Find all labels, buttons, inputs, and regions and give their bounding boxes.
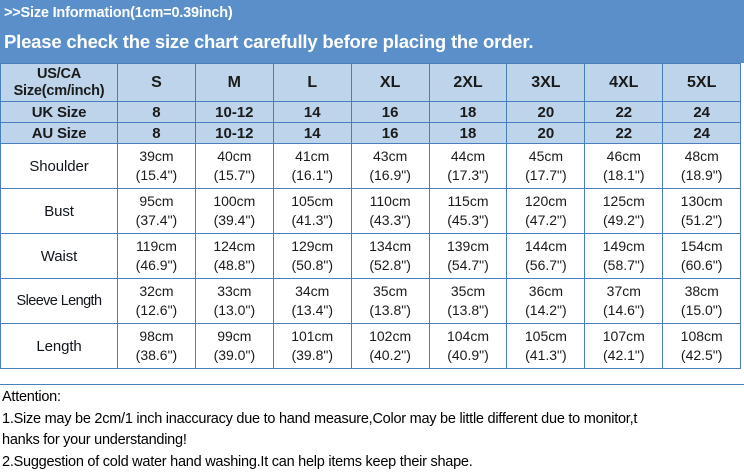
header-label-usca-line2: Size(cm/inch) [13, 82, 105, 99]
length-l: 101cm (39.8") [272, 323, 352, 369]
table-header-row-au: AU Size 8 10-12 14 16 18 20 22 24 [0, 122, 742, 144]
au-size-xl: 16 [350, 122, 430, 144]
uk-size-5xl: 24 [662, 101, 742, 123]
header-size-s: S [117, 63, 196, 102]
bust-xl: 110cm (43.3") [350, 188, 430, 234]
shoulder-4xl: 46cm (18.1") [584, 143, 664, 189]
table-header-row-usca: US/CA Size(cm/inch) S M L XL 2XL 3XL 4XL… [0, 63, 742, 102]
table-row-length: Length 98cm (38.6") 99cm (39.0") 101cm (… [0, 323, 742, 369]
table-row-bust: Bust 95cm (37.4") 100cm (39.4") 105cm (4… [0, 188, 742, 234]
uk-size-s: 8 [117, 101, 196, 123]
attention-note-1-line-2: hanks for your understanding! [2, 432, 187, 448]
au-size-3xl: 20 [506, 122, 586, 144]
row-label-bust: Bust [0, 188, 118, 234]
size-information-title: >>Size Information(1cm=0.39inch) [4, 5, 233, 21]
row-label-length: Length [0, 323, 118, 369]
bust-m: 100cm (39.4") [194, 188, 274, 234]
uk-size-xl: 16 [350, 101, 430, 123]
length-s: 98cm (38.6") [117, 323, 196, 369]
uk-size-m: 10-12 [194, 101, 274, 123]
au-size-m: 10-12 [194, 122, 274, 144]
table-row-waist: Waist 119cm (46.9") 124cm (48.8") 129cm … [0, 233, 742, 279]
row-label-sleeve-length: Sleeve Length [0, 278, 118, 324]
uk-size-4xl: 22 [584, 101, 664, 123]
sleeve-length-5xl: 38cm (15.0") [662, 278, 742, 324]
header-label-uk: UK Size [0, 101, 118, 123]
size-chart-instruction: Please check the size chart carefully be… [4, 31, 534, 52]
attention-title: Attention: [2, 389, 61, 405]
header-label-au: AU Size [0, 122, 118, 144]
bust-2xl: 115cm (45.3") [428, 188, 508, 234]
header-size-5xl: 5XL [662, 63, 742, 102]
au-size-l: 14 [272, 122, 352, 144]
sleeve-length-xl: 35cm (13.8") [350, 278, 430, 324]
length-5xl: 108cm (42.5") [662, 323, 742, 369]
waist-m: 124cm (48.8") [194, 233, 274, 279]
waist-2xl: 139cm (54.7") [428, 233, 508, 279]
table-header-row-uk: UK Size 8 10-12 14 16 18 20 22 24 [0, 101, 742, 123]
table-row-shoulder: Shoulder 39cm (15.4") 40cm (15.7") 41cm … [0, 143, 742, 189]
bust-5xl: 130cm (51.2") [662, 188, 742, 234]
waist-5xl: 154cm (60.6") [662, 233, 742, 279]
shoulder-5xl: 48cm (18.9") [662, 143, 742, 189]
attention-section: Attention: 1.Size may be 2cm/1 inch inac… [0, 384, 744, 476]
row-label-waist: Waist [0, 233, 118, 279]
header-label-usca-line1: US/CA [36, 65, 82, 82]
shoulder-3xl: 45cm (17.7") [506, 143, 586, 189]
length-2xl: 104cm (40.9") [428, 323, 508, 369]
shoulder-s: 39cm (15.4") [117, 143, 196, 189]
au-size-5xl: 24 [662, 122, 742, 144]
waist-xl: 134cm (52.8") [350, 233, 430, 279]
header-size-xl: XL [350, 63, 430, 102]
waist-4xl: 149cm (58.7") [584, 233, 664, 279]
header-label-usca: US/CA Size(cm/inch) [0, 63, 118, 102]
length-m: 99cm (39.0") [194, 323, 274, 369]
sleeve-length-2xl: 35cm (13.8") [428, 278, 508, 324]
sleeve-length-s: 32cm (12.6") [117, 278, 196, 324]
header-size-m: M [194, 63, 274, 102]
shoulder-xl: 43cm (16.9") [350, 143, 430, 189]
sleeve-length-4xl: 37cm (14.6") [584, 278, 664, 324]
shoulder-l: 41cm (16.1") [272, 143, 352, 189]
bust-3xl: 120cm (47.2") [506, 188, 586, 234]
uk-size-3xl: 20 [506, 101, 586, 123]
sleeve-length-m: 33cm (13.0") [194, 278, 274, 324]
au-size-4xl: 22 [584, 122, 664, 144]
au-size-s: 8 [117, 122, 196, 144]
header-size-2xl: 2XL [428, 63, 508, 102]
waist-s: 119cm (46.9") [117, 233, 196, 279]
table-row-sleeve-length: Sleeve Length 32cm (12.6") 33cm (13.0") … [0, 278, 742, 324]
waist-3xl: 144cm (56.7") [506, 233, 586, 279]
sleeve-length-l: 34cm (13.4") [272, 278, 352, 324]
header-size-3xl: 3XL [506, 63, 586, 102]
bust-s: 95cm (37.4") [117, 188, 196, 234]
uk-size-l: 14 [272, 101, 352, 123]
attention-note-1-line-1: 1.Size may be 2cm/1 inch inaccuracy due … [2, 410, 638, 427]
sleeve-length-3xl: 36cm (14.2") [506, 278, 586, 324]
shoulder-2xl: 44cm (17.3") [428, 143, 508, 189]
header-size-4xl: 4XL [584, 63, 664, 102]
uk-size-2xl: 18 [428, 101, 508, 123]
attention-note-2: 2.Suggestion of cold water hand washing.… [2, 453, 473, 470]
length-xl: 102cm (40.2") [350, 323, 430, 369]
bust-4xl: 125cm (49.2") [584, 188, 664, 234]
au-size-2xl: 18 [428, 122, 508, 144]
size-chart-table: US/CA Size(cm/inch) S M L XL 2XL 3XL 4XL… [0, 63, 742, 369]
waist-l: 129cm (50.8") [272, 233, 352, 279]
length-3xl: 105cm (41.3") [506, 323, 586, 369]
bust-l: 105cm (41.3") [272, 188, 352, 234]
size-information-banner: >>Size Information(1cm=0.39inch) Please … [0, 0, 744, 63]
shoulder-m: 40cm (15.7") [194, 143, 274, 189]
header-size-l: L [272, 63, 352, 102]
row-label-shoulder: Shoulder [0, 143, 118, 189]
length-4xl: 107cm (42.1") [584, 323, 664, 369]
